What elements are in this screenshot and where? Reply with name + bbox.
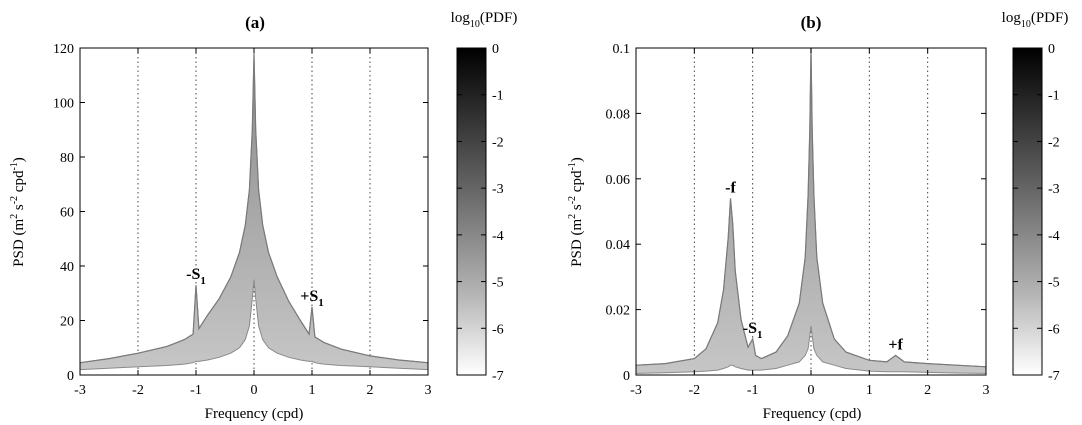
panel-b-colorbar-ticks: 0 -1 -2 -3 -4 -5 -6 -7 xyxy=(1013,42,1060,384)
panel-b-y-tick-label: 0.04 xyxy=(606,238,631,253)
panel-a-colorbar-tick-label: 0 xyxy=(492,42,499,57)
panel-a-annotation: +S1 xyxy=(300,288,324,309)
panel-b-envelope xyxy=(636,48,986,374)
panel-a-colorbar-tick-label: -3 xyxy=(492,182,504,197)
panel-a-x-tick-label: -1 xyxy=(190,383,202,398)
panel-a-y-label: PSD (m2 s-2 cpd-1) xyxy=(9,157,27,267)
panel-a: (a) -3 -2 -1 0 1 2 3 0 20 40 60 80 100 120 -S1 +S1 Fr… xyxy=(9,10,517,422)
panel-b-x-label: Frequency (cpd) xyxy=(763,406,862,422)
panel-b-x-tick-label: 1 xyxy=(866,383,873,398)
panel-a-colorbar-tick-label: -4 xyxy=(492,229,504,244)
panel-b-x-tick-label: -1 xyxy=(747,383,759,398)
panel-b-y-tick-label: 0 xyxy=(623,369,630,384)
panel-b-annotation: -f xyxy=(725,179,736,196)
panel-a-colorbar-tick-label: -1 xyxy=(492,89,504,104)
panel-a-x-tick-label: -2 xyxy=(132,383,144,398)
panel-a-y-tick-label: 120 xyxy=(53,42,74,57)
panel-b-x-tick-label: -2 xyxy=(688,383,700,398)
panel-b-y-tick-label: 0.08 xyxy=(606,107,631,122)
panel-b-colorbar-tick-label: -3 xyxy=(1048,182,1060,197)
panel-a-y-tick-label: 20 xyxy=(60,315,74,330)
panel-b-colorbar: log10(PDF) 0 -1 -2 -3 -4 -5 -6 -7 xyxy=(1002,10,1069,384)
panel-a-y-tick-label: 0 xyxy=(67,369,74,384)
panel-b-colorbar-tick-label: -1 xyxy=(1048,89,1060,104)
panel-b-title: (b) xyxy=(801,13,822,32)
panel-b-y-tick-label: 0.1 xyxy=(613,42,631,57)
panel-a-colorbar-tick-label: -6 xyxy=(492,322,504,337)
panel-b-annotations: -f -S1 +f xyxy=(725,179,903,353)
panel-b-colorbar-tick-label: 0 xyxy=(1048,42,1055,57)
panel-a-x-tick-label: -3 xyxy=(74,383,86,398)
panel-a-y-tick-label: 40 xyxy=(60,260,74,275)
panel-a-x-tick-label: 0 xyxy=(251,383,258,398)
panel-b-x-tick-label: 0 xyxy=(808,383,815,398)
panel-a-x-tick-label: 3 xyxy=(425,383,432,398)
panel-a-annotations: -S1 +S1 xyxy=(186,266,324,309)
panel-a-colorbar-tick-label: -7 xyxy=(492,369,504,384)
panel-b-x-tick-label: -3 xyxy=(630,383,642,398)
panel-a-colorbar-ticks: 0 -1 -2 -3 -4 -5 -6 -7 xyxy=(457,42,504,384)
panel-b-pdf-band xyxy=(636,48,986,374)
panel-b-x-ticks: -3 -2 -1 0 1 2 3 xyxy=(630,48,990,398)
panel-b-y-tick-label: 0.02 xyxy=(606,304,631,319)
panel-b-pdf-upper-edge xyxy=(636,48,986,368)
panel-a-colorbar-label: log10(PDF) xyxy=(451,10,518,30)
panel-a-y-ticks: 0 20 40 60 80 100 120 xyxy=(53,42,428,384)
panel-a-pdf-upper-edge xyxy=(80,53,428,364)
panel-a-title: (a) xyxy=(245,13,265,32)
panel-a-y-tick-label: 80 xyxy=(60,151,74,166)
panel-a-x-tick-label: 2 xyxy=(367,383,374,398)
panel-b-colorbar-label: log10(PDF) xyxy=(1002,10,1069,30)
panel-b-x-tick-label: 3 xyxy=(983,383,990,398)
panel-a-envelope xyxy=(80,53,428,371)
panel-b-colorbar-tick-label: -4 xyxy=(1048,229,1060,244)
panel-b-colorbar-tick-label: -5 xyxy=(1048,276,1060,291)
panel-b-y-ticks: 0 0.02 0.04 0.06 0.08 0.1 xyxy=(606,42,986,384)
panel-a-plot: -3 -2 -1 0 1 2 3 0 20 40 60 80 100 120 -S1 +S1 xyxy=(53,42,432,398)
panel-a-colorbar: log10(PDF) 0 -1 -2 -3 -4 -5 -6 -7 xyxy=(451,10,518,384)
panel-b-colorbar-gradient xyxy=(1012,47,1043,376)
panel-b-colorbar-tick-label: -7 xyxy=(1048,369,1060,384)
panel-a-x-label: Frequency (cpd) xyxy=(205,406,304,422)
panel-a-y-tick-label: 60 xyxy=(60,206,74,221)
panel-b-colorbar-tick-label: -2 xyxy=(1048,135,1060,150)
panel-a-x-tick-label: 1 xyxy=(309,383,316,398)
panel-b-x-tick-label: 2 xyxy=(924,383,931,398)
panel-b-y-label: PSD (m2 s-2 cpd-1) xyxy=(567,157,585,267)
panel-a-colorbar-tick-label: -2 xyxy=(492,135,504,150)
panel-a-x-ticks: -3 -2 -1 0 1 2 3 xyxy=(74,48,432,398)
panel-b-annotation: +f xyxy=(888,336,903,353)
panel-b-y-tick-label: 0.06 xyxy=(606,173,631,188)
panel-b: (b) -3 -2 -1 0 1 2 3 0 0.02 0.04 0.06 0.08 0.1 -f -S… xyxy=(567,10,1068,422)
panel-b-plot: -3 -2 -1 0 1 2 3 0 0.02 0.04 0.06 0.08 0.1 -f -S1 +f xyxy=(606,42,990,398)
panel-a-colorbar-tick-label: -5 xyxy=(492,276,504,291)
panel-a-y-tick-label: 100 xyxy=(53,97,74,112)
panel-b-annotation: -S1 xyxy=(743,320,763,341)
panel-a-annotation: -S1 xyxy=(186,266,206,287)
panel-b-colorbar-tick-label: -6 xyxy=(1048,322,1060,337)
panel-a-colorbar-gradient xyxy=(456,47,487,376)
panel-a-pdf-band xyxy=(80,53,428,371)
